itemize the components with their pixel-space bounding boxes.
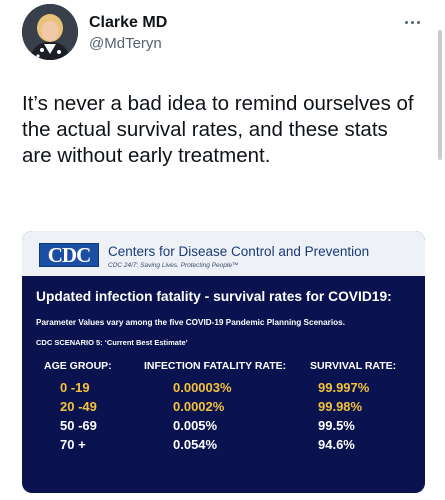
tweet-media-image[interactable]: CDC Centers for Disease Control and Prev… <box>22 231 425 493</box>
column-header-survival: SURVIVAL RATE: <box>310 360 397 372</box>
more-horizontal-icon[interactable] <box>400 12 424 32</box>
table-row-4-age-cell: 70 + <box>60 437 86 452</box>
table-row-4-ifr-cell: 0.054% <box>173 437 218 452</box>
table-row-4-survival-cell: 94.6% <box>318 437 355 452</box>
table-row-2-age-cell: 20 -49 <box>60 399 97 414</box>
card-subtitle: Parameter Values vary among the five COV… <box>36 318 345 327</box>
avatar-image <box>22 4 78 60</box>
display-name[interactable]: Clarke MD <box>89 14 168 31</box>
cdc-logo: CDC <box>39 243 99 267</box>
card-title: Updated infection fatality - survival ra… <box>36 289 392 304</box>
table-row-1-survival-cell: 99.997% <box>318 380 370 395</box>
card-header: CDC Centers for Disease Control and Prev… <box>22 231 425 276</box>
scrollbar[interactable] <box>438 30 442 160</box>
tweet-text: It’s never a bad idea to remind ourselve… <box>22 92 414 167</box>
column-header-ifr: INFECTION FATALITY RATE: <box>144 360 287 372</box>
table-row-2-ifr-cell: 0.0002% <box>173 399 225 414</box>
table-row-2-survival-cell: 99.98% <box>318 399 363 414</box>
org-tagline: CDC 24/7: Saving Lives. Protecting Peopl… <box>108 262 239 269</box>
user-info: Clarke MD @MdTeryn <box>89 13 167 54</box>
column-header-age: AGE GROUP: <box>44 360 112 372</box>
avatar[interactable] <box>22 4 78 60</box>
table-row-1-age-cell: 0 -19 <box>60 380 90 395</box>
table-row-3-survival-cell: 99.5% <box>318 418 355 433</box>
table-row-1-ifr-cell: 0.00003% <box>173 380 232 395</box>
user-handle[interactable]: @MdTeryn <box>89 35 162 52</box>
card-scenario: CDC SCENARIO 5: ‘Current Best Estimate’ <box>36 338 188 347</box>
cdc-logo-text: CDC <box>47 242 91 267</box>
org-name: Centers for Disease Control and Preventi… <box>108 244 370 259</box>
table-row-3-ifr-cell: 0.005% <box>173 418 218 433</box>
table-row-3-age-cell: 50 -69 <box>60 418 97 433</box>
